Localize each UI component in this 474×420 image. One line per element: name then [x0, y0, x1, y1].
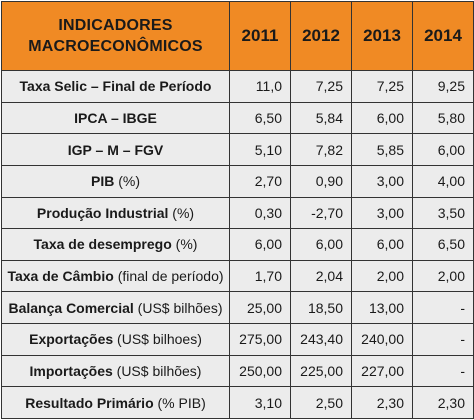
- year-header-2011: 2011: [229, 1, 291, 71]
- value-cell: 9,25: [412, 70, 474, 103]
- table-row: IGP – M – FGV 5,10 7,82 5,85 6,00: [1, 133, 474, 166]
- value-cell: 3,50: [412, 196, 474, 230]
- table-row: IPCA – IBGE 6,50 5,84 6,00 5,80: [1, 101, 474, 135]
- row-label: Balança Comercial (US$ bilhões): [1, 291, 230, 324]
- table-header-row: INDICADORES MACROECONÔMICOS 2011 2012 20…: [1, 1, 474, 71]
- value-cell: 0,90: [290, 164, 352, 198]
- value-cell: -2,70: [290, 196, 352, 230]
- row-label: Exportações (US$ bilhoes): [1, 323, 230, 356]
- row-label-unit: (%): [118, 173, 140, 190]
- value-cell: 6,00: [351, 101, 413, 135]
- row-label-name: Taxa Selic – Final de Período: [19, 78, 212, 95]
- value-cell: 13,00: [351, 291, 413, 324]
- value-cell: 275,00: [229, 323, 291, 356]
- value-cell: 3,00: [351, 164, 413, 198]
- table-row: Balança Comercial (US$ bilhões) 25,00 18…: [1, 291, 474, 324]
- table-title-line2: MACROECONÔMICOS: [28, 38, 203, 55]
- row-label: Resultado Primário (% PIB): [1, 386, 230, 419]
- table-title-cell: INDICADORES MACROECONÔMICOS: [1, 1, 230, 71]
- value-cell: 7,25: [290, 70, 352, 103]
- value-cell: 7,25: [351, 70, 413, 103]
- row-label-unit: (US$ bilhões): [116, 362, 202, 379]
- value-cell: 0,30: [229, 196, 291, 230]
- table-row: Produção Industrial (%) 0,30 -2,70 3,00 …: [1, 196, 474, 230]
- row-label: Taxa Selic – Final de Período: [1, 70, 230, 103]
- row-label: Produção Industrial (%): [1, 196, 230, 230]
- value-cell: 5,85: [351, 133, 413, 166]
- value-cell: 227,00: [351, 354, 413, 388]
- row-label-unit: (US$ bilhoes): [117, 331, 202, 348]
- value-cell: 2,70: [229, 164, 291, 198]
- row-label-name: Importações: [29, 362, 113, 379]
- value-cell: 11,0: [229, 70, 291, 103]
- value-cell: 6,00: [229, 228, 291, 261]
- row-label-name: PIB: [90, 173, 115, 190]
- value-cell: 2,30: [412, 386, 474, 419]
- row-label-unit: (US$ bilhões): [137, 299, 223, 316]
- value-cell: 2,00: [351, 259, 413, 293]
- value-cell: -: [412, 323, 474, 356]
- row-label-name: Resultado Primário: [25, 394, 154, 411]
- year-header-2013: 2013: [351, 1, 413, 71]
- table-row: Taxa de desemprego (%) 6,00 6,00 6,00 6,…: [1, 228, 474, 261]
- table-row: Resultado Primário (% PIB) 3,10 2,50 2,3…: [1, 386, 474, 419]
- row-label-name: Exportações: [29, 331, 114, 348]
- value-cell: 3,00: [351, 196, 413, 230]
- table-row: Taxa Selic – Final de Período 11,0 7,25 …: [1, 70, 474, 103]
- value-cell: -: [412, 354, 474, 388]
- row-label-unit: (%): [175, 236, 198, 253]
- year-header-2012: 2012: [290, 1, 352, 71]
- value-cell: 5,10: [229, 133, 291, 166]
- value-cell: 225,00: [290, 354, 352, 388]
- row-label-name: IGP – M – FGV: [67, 141, 164, 158]
- row-label: IGP – M – FGV: [1, 133, 230, 166]
- row-label-unit: (% PIB): [157, 394, 206, 411]
- table-title-line1: INDICADORES: [58, 17, 173, 34]
- row-label-name: Produção Industrial: [36, 204, 169, 221]
- value-cell: 2,30: [351, 386, 413, 419]
- row-label-name: IPCA – IBGE: [74, 109, 157, 126]
- value-cell: 2,04: [290, 259, 352, 293]
- row-label-name: Taxa de Câmbio: [7, 268, 114, 285]
- table-row: Importações (US$ bilhões) 250,00 225,00 …: [1, 354, 474, 388]
- value-cell: 6,50: [229, 101, 291, 135]
- row-label: Taxa de desemprego (%): [1, 228, 230, 261]
- value-cell: 18,50: [290, 291, 352, 324]
- row-label-unit: (final de período): [117, 268, 224, 285]
- row-label: PIB (%): [1, 164, 230, 198]
- value-cell: 4,00: [412, 164, 474, 198]
- value-cell: 2,00: [412, 259, 474, 293]
- value-cell: 5,84: [290, 101, 352, 135]
- value-cell: 6,00: [412, 133, 474, 166]
- row-label-name: Balança Comercial: [8, 299, 134, 316]
- value-cell: 250,00: [229, 354, 291, 388]
- table-row: Taxa de Câmbio (final de período) 1,70 2…: [1, 259, 474, 293]
- table-row: Exportações (US$ bilhoes) 275,00 243,40 …: [1, 323, 474, 356]
- year-header-2014: 2014: [412, 1, 474, 71]
- value-cell: 3,10: [229, 386, 291, 419]
- value-cell: 6,00: [351, 228, 413, 261]
- value-cell: 243,40: [290, 323, 352, 356]
- value-cell: 240,00: [351, 323, 413, 356]
- table-row: PIB (%) 2,70 0,90 3,00 4,00: [1, 164, 474, 198]
- row-label: Importações (US$ bilhões): [1, 354, 230, 388]
- value-cell: 25,00: [229, 291, 291, 324]
- value-cell: 5,80: [412, 101, 474, 135]
- value-cell: 1,70: [229, 259, 291, 293]
- row-label-unit: (%): [172, 204, 195, 221]
- value-cell: 2,50: [290, 386, 352, 419]
- value-cell: 6,50: [412, 228, 474, 261]
- value-cell: 6,00: [290, 228, 352, 261]
- row-label: Taxa de Câmbio (final de período): [1, 259, 230, 293]
- value-cell: -: [412, 291, 474, 324]
- row-label-name: Taxa de desemprego: [33, 236, 172, 253]
- row-label: IPCA – IBGE: [1, 101, 230, 135]
- value-cell: 7,82: [290, 133, 352, 166]
